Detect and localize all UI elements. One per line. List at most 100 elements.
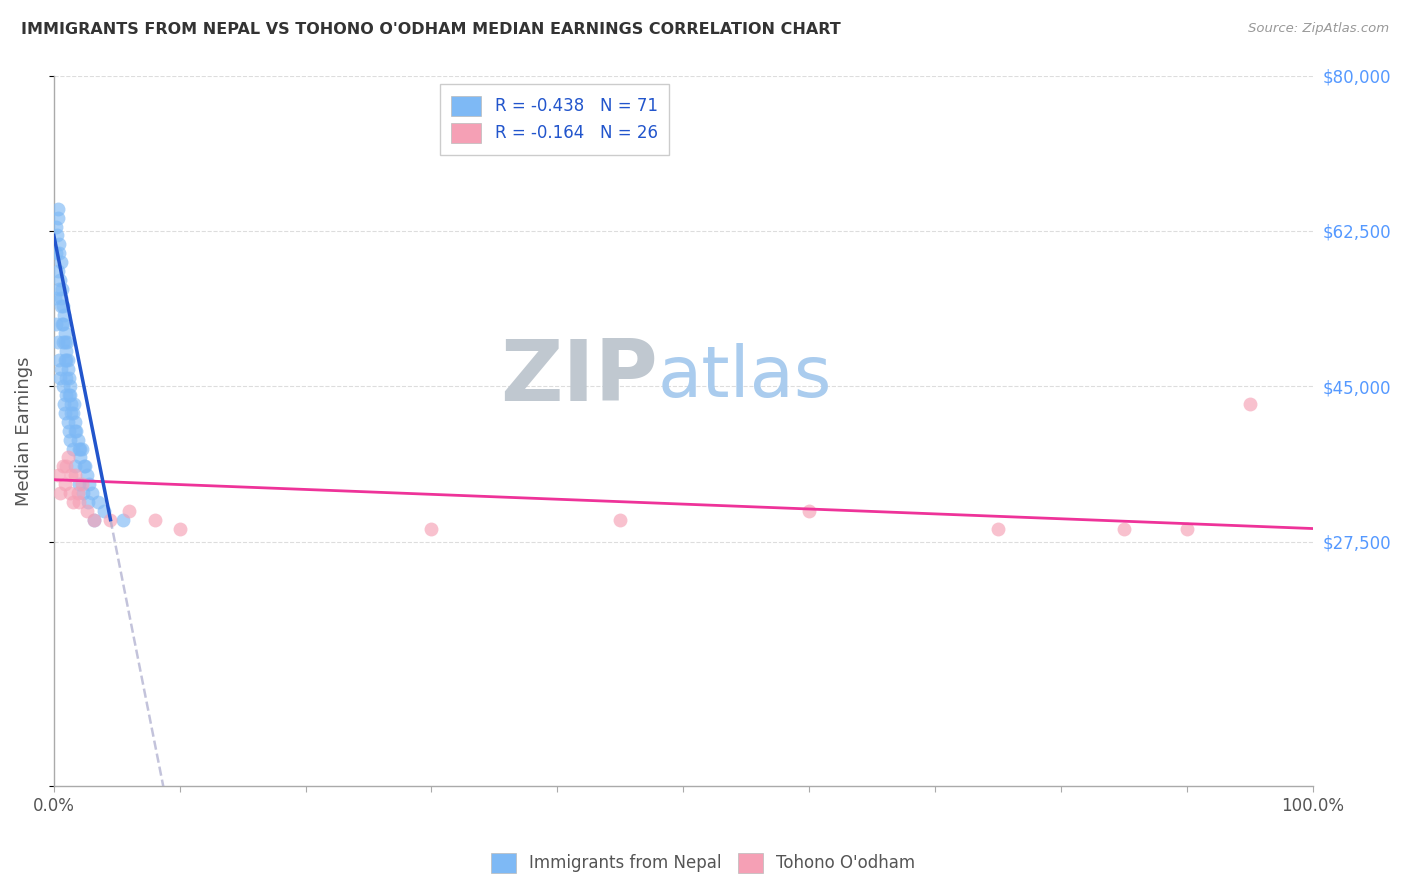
Point	[73, 459, 96, 474]
Point	[58, 424, 80, 438]
Point	[76, 495, 98, 509]
Point	[49, 486, 72, 500]
Point	[53, 352, 76, 367]
Point	[45, 246, 67, 260]
Point	[58, 379, 80, 393]
Point	[62, 495, 84, 509]
Point	[49, 255, 72, 269]
Point	[77, 477, 100, 491]
Point	[987, 522, 1010, 536]
Point	[56, 415, 79, 429]
Point	[67, 495, 90, 509]
Point	[52, 309, 75, 323]
Point	[56, 450, 79, 465]
Point	[67, 477, 90, 491]
Text: IMMIGRANTS FROM NEPAL VS TOHONO O'ODHAM MEDIAN EARNINGS CORRELATION CHART: IMMIGRANTS FROM NEPAL VS TOHONO O'ODHAM …	[21, 22, 841, 37]
Text: atlas: atlas	[658, 343, 832, 412]
Point	[56, 334, 79, 349]
Point	[46, 334, 69, 349]
Point	[609, 513, 631, 527]
Point	[65, 424, 87, 438]
Point	[46, 202, 69, 216]
Point	[51, 282, 73, 296]
Point	[1239, 397, 1261, 411]
Text: Source: ZipAtlas.com: Source: ZipAtlas.com	[1249, 22, 1389, 36]
Legend: R = -0.438   N = 71, R = -0.164   N = 26: R = -0.438 N = 71, R = -0.164 N = 26	[440, 84, 669, 154]
Point	[83, 513, 105, 527]
Point	[67, 442, 90, 456]
Point	[58, 352, 80, 367]
Point	[52, 300, 75, 314]
Point	[59, 433, 82, 447]
Point	[48, 237, 70, 252]
Point	[46, 228, 69, 243]
Point	[60, 468, 83, 483]
Point	[53, 326, 76, 340]
Point	[55, 343, 77, 358]
Point	[69, 442, 91, 456]
Point	[58, 370, 80, 384]
Text: ZIP: ZIP	[501, 336, 658, 419]
Point	[52, 397, 75, 411]
Point	[118, 504, 141, 518]
Point	[65, 459, 87, 474]
Point	[70, 442, 93, 456]
Point	[49, 300, 72, 314]
Point	[62, 442, 84, 456]
Point	[76, 504, 98, 518]
Point	[66, 486, 89, 500]
Point	[45, 219, 67, 234]
Point	[49, 273, 72, 287]
Point	[62, 406, 84, 420]
Point	[48, 352, 70, 367]
Point	[56, 361, 79, 376]
Point	[51, 291, 73, 305]
Point	[100, 513, 122, 527]
Point	[60, 406, 83, 420]
Point	[53, 477, 76, 491]
Point	[45, 317, 67, 331]
Point	[52, 379, 75, 393]
Point	[48, 246, 70, 260]
Point	[1112, 522, 1135, 536]
Point	[51, 317, 73, 331]
Point	[55, 370, 77, 384]
Point	[44, 291, 66, 305]
Point	[65, 415, 87, 429]
Point	[53, 334, 76, 349]
Point	[49, 370, 72, 384]
Point	[83, 513, 105, 527]
Point	[59, 388, 82, 402]
Point	[55, 388, 77, 402]
Point	[420, 522, 443, 536]
Point	[58, 388, 80, 402]
Point	[60, 397, 83, 411]
Point	[46, 264, 69, 278]
Point	[76, 468, 98, 483]
Point	[46, 468, 69, 483]
Point	[55, 352, 77, 367]
Point	[59, 486, 82, 500]
Point	[70, 477, 93, 491]
Point	[65, 468, 87, 483]
Point	[143, 513, 166, 527]
Point	[72, 486, 94, 500]
Point	[169, 522, 191, 536]
Legend: Immigrants from Nepal, Tohono O'odham: Immigrants from Nepal, Tohono O'odham	[484, 847, 922, 880]
Point	[52, 334, 75, 349]
Point	[1175, 522, 1198, 536]
Point	[52, 459, 75, 474]
Point	[51, 361, 73, 376]
Point	[46, 211, 69, 225]
Point	[66, 433, 89, 447]
Point	[69, 450, 91, 465]
Y-axis label: Median Earnings: Median Earnings	[15, 356, 32, 506]
Point	[53, 406, 76, 420]
Point	[112, 513, 135, 527]
Point	[63, 397, 86, 411]
Point	[65, 424, 87, 438]
Point	[93, 504, 115, 518]
Point	[797, 504, 820, 518]
Point	[55, 459, 77, 474]
Point	[75, 459, 97, 474]
